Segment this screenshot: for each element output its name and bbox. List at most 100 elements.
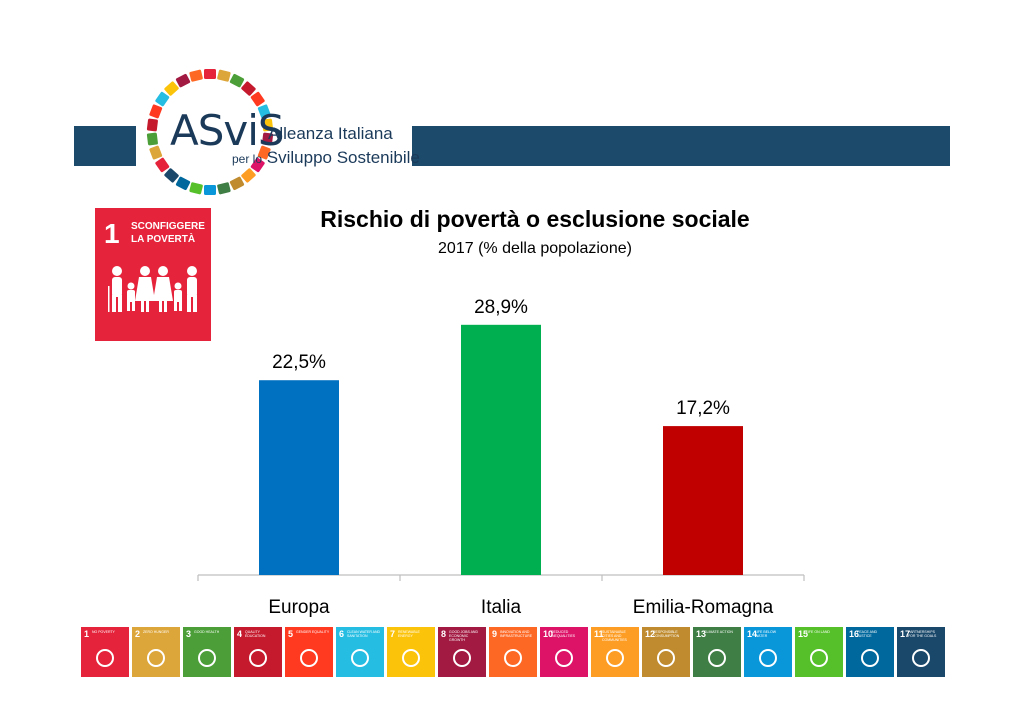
sdg-caption: Renewable energy: [398, 630, 420, 638]
logo-tagline-line1: Alleanza Italiana: [268, 124, 393, 143]
logo-ring-tile: [262, 118, 274, 132]
data-label: 17,2%: [676, 398, 730, 419]
logo-tagline-main: Sviluppo Sostenibile: [266, 148, 420, 167]
logo-ring-tile: [250, 91, 265, 107]
sdg-glyph-icon: [147, 649, 165, 667]
sdg-icon-strip: 1 No poverty 2 Zero hunger 3 Good health 4 Qual…: [81, 627, 945, 677]
logo-ring-tile: [257, 145, 271, 160]
sdg-glyph-icon: [708, 649, 726, 667]
sdg-icon-6: 6 Clean water and sanitation: [336, 627, 384, 677]
sdg-caption: Partnerships for the goals: [908, 630, 937, 638]
bar-italia: [461, 324, 541, 575]
sdg-number: 16: [849, 629, 860, 639]
logo-ring-tile: [149, 104, 163, 119]
chart-title: Rischio di povertà o esclusione sociale: [320, 206, 750, 232]
sdg-number: 1: [84, 629, 90, 639]
logo-ring-tile: [164, 168, 179, 183]
logo-ring-tile: [204, 185, 216, 195]
sdg-icon-9: 9 Innovation and infrastructure: [489, 627, 537, 677]
data-label: 28,9%: [474, 297, 528, 318]
category-label: Italia: [481, 597, 522, 618]
sdg-glyph-icon: [249, 649, 267, 667]
sdg-number: 6: [339, 629, 345, 639]
sdg-caption: Reduced inequalities: [551, 630, 576, 638]
logo-ring-tile: [217, 69, 231, 82]
sdg-number: 4: [237, 629, 243, 639]
sdg-icon-10: 10 Reduced inequalities: [540, 627, 588, 677]
logo-ring-tile: [250, 157, 265, 173]
sdg-number: 12: [645, 629, 656, 639]
category-label: Europa: [268, 597, 330, 618]
sdg-glyph-icon: [453, 649, 471, 667]
sdg-number: 8: [441, 629, 447, 639]
sdg-icon-3: 3 Good health: [183, 627, 231, 677]
data-label: 22,5%: [272, 352, 326, 373]
logo-ring-tile: [241, 168, 256, 183]
logo-ring-tile: [262, 132, 274, 146]
sdg-number: 9: [492, 629, 498, 639]
logo-ring-tile: [189, 182, 203, 195]
logo-ring-tile: [155, 157, 170, 173]
sdg-caption: Quality education: [245, 630, 266, 638]
logo-ring-tile: [146, 132, 158, 146]
sdg-icon-2: 2 Zero hunger: [132, 627, 180, 677]
sdg-icon-7: 7 Renewable energy: [387, 627, 435, 677]
sdg-icon-13: 13 Climate action: [693, 627, 741, 677]
bar-emilia-romagna: [663, 426, 743, 575]
logo-ring-tile: [155, 91, 170, 107]
sdg-caption: No poverty: [92, 630, 115, 634]
goal-number: 1: [104, 218, 120, 249]
sdg-glyph-icon: [861, 649, 879, 667]
logo-ring-tile: [175, 176, 191, 191]
sdg-caption: Clean water and sanitation: [347, 630, 381, 638]
sdg-glyph-icon: [198, 649, 216, 667]
sdg-caption: Life below water: [755, 630, 777, 638]
sdg-caption: Gender equality: [296, 630, 330, 634]
sdg-icon-14: 14 Life below water: [744, 627, 792, 677]
sdg-goal-1-tile: 1 SCONFIGGERE LA POVERTÀ: [95, 208, 211, 341]
sdg-icon-17: 17 Partnerships for the goals: [897, 627, 945, 677]
sdg-caption: Good jobs and economic growth: [449, 630, 478, 642]
header-banner-right: [412, 126, 950, 166]
chart-subtitle: 2017 (% della popolazione): [438, 240, 632, 257]
logo-ring-tile: [164, 81, 179, 96]
sdg-icon-5: 5 Gender equality: [285, 627, 333, 677]
sdg-glyph-icon: [300, 649, 318, 667]
goal-label: SCONFIGGERE LA POVERTÀ: [131, 221, 205, 245]
sdg-glyph-icon: [96, 649, 114, 667]
sdg-icon-15: 15 Life on land: [795, 627, 843, 677]
sdg-glyph-icon: [912, 649, 930, 667]
logo-ring-tile: [204, 69, 216, 79]
logo-ring-tile: [175, 73, 191, 88]
sdg-number: 7: [390, 629, 396, 639]
family-icon: [108, 266, 197, 312]
sdg-glyph-icon: [504, 649, 522, 667]
sdg-number: 5: [288, 629, 294, 639]
bar-europa: [259, 380, 339, 575]
sdg-number: 13: [696, 629, 707, 639]
logo-ring-tile: [229, 176, 245, 191]
sdg-caption: Sustainable cities and communities: [602, 630, 627, 642]
logo-tagline-small: per lo: [232, 152, 263, 166]
sdg-number: 15: [798, 629, 809, 639]
sdg-icon-11: 11 Sustainable cities and communities: [591, 627, 639, 677]
sdg-caption: Peace and justice: [857, 630, 878, 638]
sdg-glyph-icon: [402, 649, 420, 667]
sdg-icon-12: 12 Responsible consumption: [642, 627, 690, 677]
sdg-caption: Life on land: [806, 630, 830, 634]
sdg-glyph-icon: [810, 649, 828, 667]
sdg-glyph-icon: [351, 649, 369, 667]
sdg-number: 2: [135, 629, 141, 639]
logo-ring-tile: [149, 145, 163, 160]
logo-ring-tile: [241, 81, 256, 96]
sdg-icon-1: 1 No poverty: [81, 627, 129, 677]
asvis-logo: ASviS Alleanza Italiana per lo Sviluppo …: [140, 62, 420, 202]
category-label: Emilia-Romagna: [633, 597, 774, 618]
logo-tagline-line2: per lo Sviluppo Sostenibile: [232, 148, 420, 168]
sdg-glyph-icon: [606, 649, 624, 667]
logo-name: ASviS: [170, 106, 285, 155]
sdg-caption: Innovation and infrastructure: [500, 630, 533, 638]
logo-ring-tile: [229, 73, 245, 88]
sdg-icon-8: 8 Good jobs and economic growth: [438, 627, 486, 677]
